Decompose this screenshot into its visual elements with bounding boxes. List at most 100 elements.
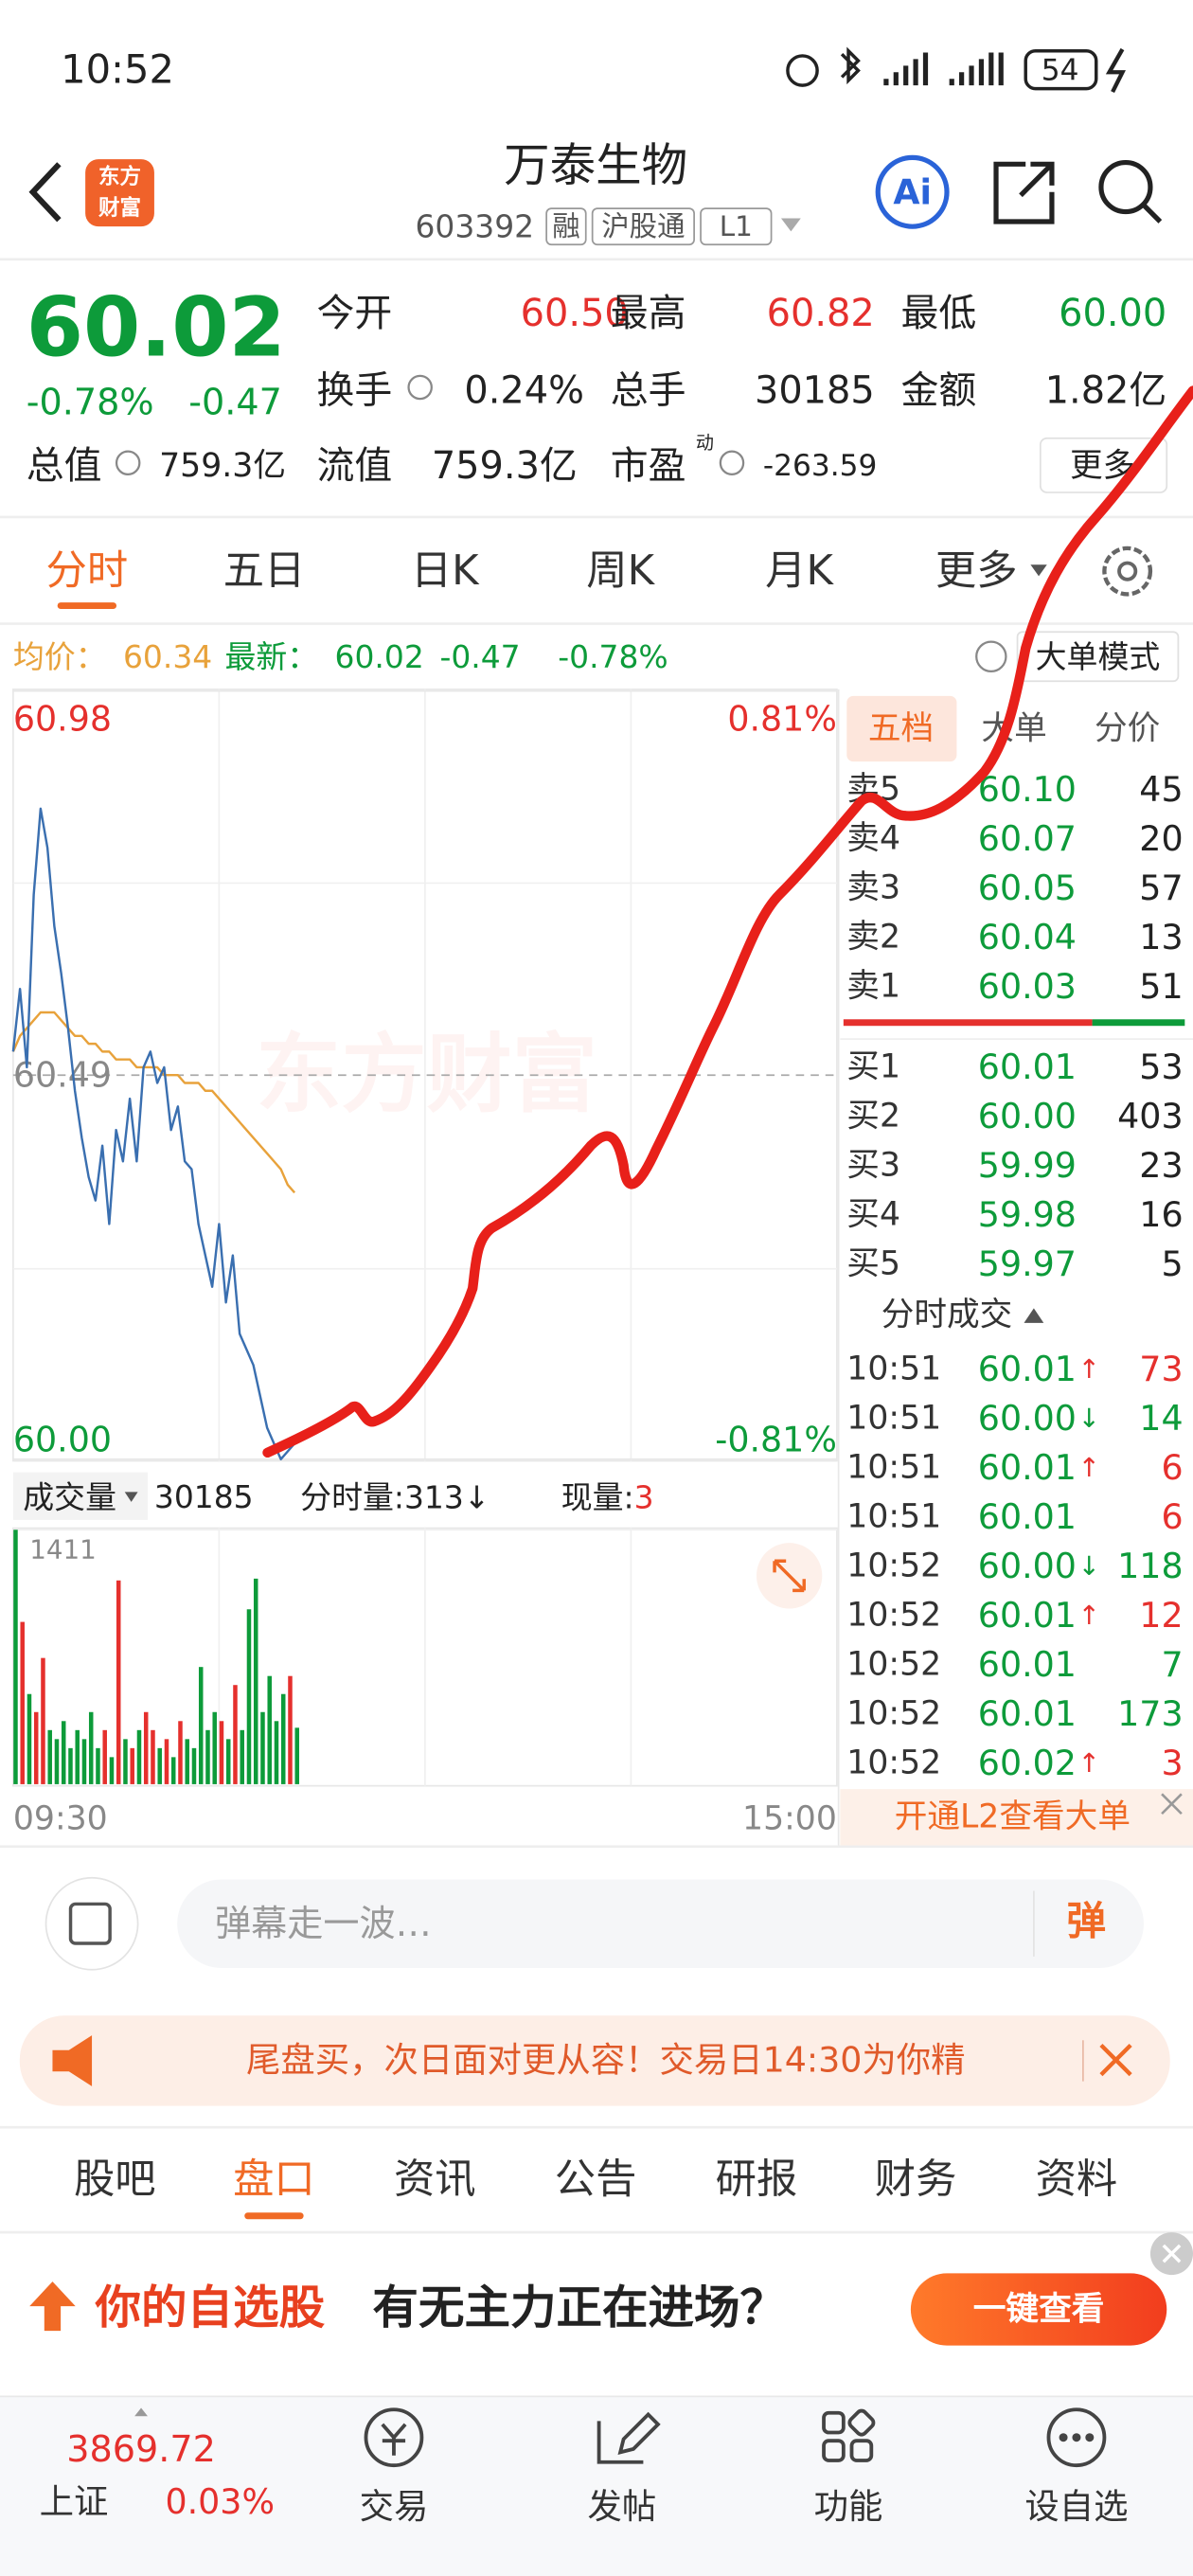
l2-bar[interactable] (840, 1789, 1193, 1847)
nav-label[interactable]: 设自选 (1024, 2486, 1128, 2527)
info-tab[interactable]: 财务 (875, 2156, 957, 2204)
volume-bar (88, 1711, 94, 1784)
volume-selector[interactable] (12, 1472, 148, 1520)
info-tab[interactable]: 资料 (1036, 2156, 1118, 2204)
y2-tick-label: 0.81% (727, 699, 837, 740)
info-tab[interactable]: 公告 (555, 2156, 637, 2204)
settings-button[interactable] (1102, 546, 1153, 597)
change-pct: -0.78% (27, 382, 154, 423)
back-button[interactable] (28, 162, 62, 223)
book-tab[interactable]: 分价 (1095, 710, 1160, 748)
period-tab[interactable]: 日K (411, 547, 480, 595)
search-button[interactable] (1098, 159, 1163, 224)
l2-promo[interactable]: 开通L2查看大单 (895, 1798, 1131, 1836)
price-line (11, 807, 296, 1460)
avg-value: 60.34 (123, 638, 212, 675)
volume-bar (151, 1729, 155, 1784)
volume-bar (96, 1747, 100, 1784)
barrage-input[interactable] (177, 1879, 1145, 1969)
index-name: 上证 (40, 2481, 109, 2522)
index-caret (134, 2407, 148, 2417)
volume-bar (288, 1675, 293, 1784)
trade-price: 60.02 (978, 1743, 1077, 1783)
expand-icon (773, 1559, 806, 1593)
volume-header: 成交量 (23, 1478, 116, 1515)
trade-price: 60.01 (978, 1349, 1077, 1389)
volume-bar (205, 1729, 210, 1784)
last-volume-part: 313 (404, 1478, 464, 1515)
nav-label[interactable]: 发帖 (587, 2486, 656, 2527)
volume-bar (191, 1747, 197, 1784)
more-button[interactable] (1039, 437, 1168, 493)
book-price: 59.98 (978, 1194, 1077, 1235)
last-price: 60.02 (27, 281, 286, 376)
mode-button[interactable] (1016, 631, 1180, 683)
info-tab[interactable]: 盘口 (233, 2156, 315, 2204)
trades-caret (1024, 1308, 1044, 1323)
info-tab[interactable]: 研报 (716, 2156, 798, 2204)
volume-bar (253, 1578, 258, 1784)
quote-label: 金额 (900, 368, 976, 412)
latest-change-pct: -0.78% (558, 638, 668, 675)
book-tab[interactable]: 五档 (868, 710, 934, 748)
book-label: 买3 (846, 1147, 900, 1185)
volume-bar (47, 1729, 52, 1784)
share-button[interactable] (993, 161, 1055, 224)
book-price: 60.07 (978, 818, 1077, 859)
banner-text: 尾盘买，次日面对更从容！交易日14:30为你精 (246, 2040, 966, 2081)
close-l2[interactable] (1161, 1793, 1183, 1816)
index-change: 0.03% (165, 2481, 275, 2522)
trade-volume: 3 (1161, 1743, 1183, 1783)
banner[interactable] (19, 2015, 1170, 2106)
info-tab[interactable]: 股吧 (74, 2156, 156, 2204)
quote-label: 最高 (611, 292, 686, 335)
stock-tag: L1 (720, 210, 753, 242)
y-tick-label: 60.00 (13, 1419, 112, 1459)
trade-time: 10:52 (846, 1744, 941, 1781)
book-qty: 13 (1139, 917, 1183, 957)
book-qty: 53 (1139, 1046, 1183, 1087)
ai-button[interactable] (875, 154, 950, 229)
barrage-settings[interactable] (45, 1876, 139, 1971)
period-tab[interactable]: 分时 (46, 547, 129, 595)
period-tab[interactable]: 更多 (935, 547, 1018, 595)
ad-button[interactable] (910, 2273, 1167, 2346)
nav-label[interactable]: 功能 (814, 2486, 883, 2527)
trade-arrow: ↑ (1078, 1747, 1100, 1779)
bottom-nav (0, 2396, 1193, 2576)
barrage-send[interactable]: 弹 (1067, 1897, 1107, 1943)
volume-bar (212, 1711, 217, 1784)
latest-label: 最新： (224, 638, 318, 675)
ask-ratio (1092, 1019, 1185, 1027)
stat-value: -263.59 (763, 449, 877, 483)
period-tab[interactable]: 五日 (223, 547, 306, 595)
trades-title: 分时成交 (881, 1296, 1013, 1333)
book-label: 卖3 (846, 869, 900, 907)
book-price: 60.05 (978, 868, 1077, 908)
status-time: 10:52 (61, 45, 174, 92)
content: 10:52 54 东方财富 万泰生物 603392 融沪股通 L1 Ai 60.02 -0.78%… (11, 45, 1193, 2527)
app-logo (85, 159, 154, 227)
period-tab[interactable]: 月K (765, 547, 834, 595)
active-book-tab (846, 695, 957, 762)
trade-time: 10:52 (846, 1547, 941, 1584)
book-price: 60.03 (978, 966, 1077, 1007)
settings-core (1117, 561, 1138, 581)
volume-bar (75, 1729, 80, 1784)
volume-bar (81, 1739, 87, 1784)
stat-sup: 动 (696, 433, 714, 454)
ai-label: Ai (893, 171, 932, 212)
last-volume-part: ↓ (464, 1478, 490, 1515)
nav-label[interactable]: 交易 (360, 2486, 429, 2527)
quote-value: 30185 (755, 368, 875, 412)
close-banner[interactable] (1099, 2043, 1132, 2077)
book-price: 60.04 (978, 917, 1077, 957)
volume-bar (143, 1711, 149, 1784)
period-tab[interactable]: 周K (586, 547, 655, 595)
last-volume-part: 分时量: (300, 1478, 404, 1515)
index-value[interactable]: 3869.72 (66, 2428, 216, 2470)
quote-label: 最低 (900, 292, 976, 335)
tag-caret (780, 218, 801, 232)
info-tab[interactable]: 资讯 (394, 2156, 476, 2204)
